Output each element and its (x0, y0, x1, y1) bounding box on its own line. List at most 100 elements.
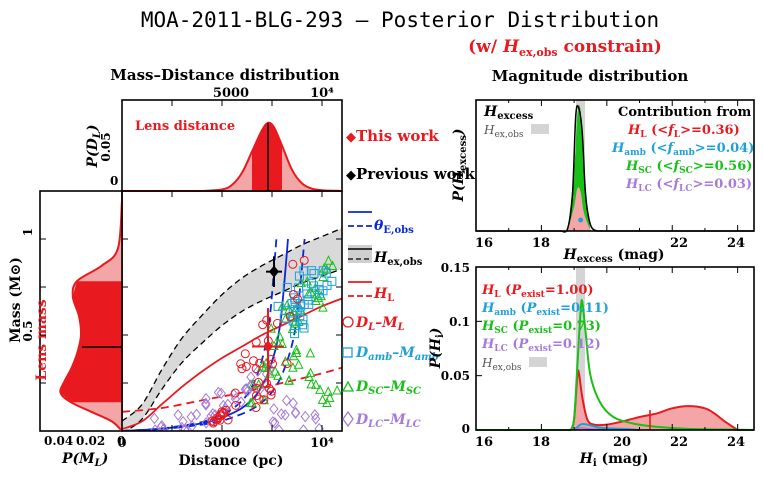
hex-obs-swatch (531, 124, 549, 134)
d-lc-m-lc-point (201, 399, 211, 411)
dl-ml-point (251, 364, 261, 374)
hi-x-tick-20: 20 (613, 435, 631, 450)
top-axis-tick-1e4: 10⁴ (310, 86, 334, 101)
dl-ml-point (230, 388, 240, 398)
hex-xlabel: Hexcess (mag) (562, 247, 664, 265)
d-sc-m-sc-point (270, 366, 281, 376)
x-tick-0: 0 (117, 436, 126, 451)
legend-sc-marker (341, 380, 355, 392)
d-sc-m-sc-point (323, 255, 334, 265)
hex-legend-amb: Hamb (<famb>=0.04) (611, 141, 754, 158)
hi-x-tick-22: 22 (670, 435, 688, 450)
pm-tick-004: 0.04 (44, 434, 73, 448)
d-amb-m-amb-point (314, 285, 324, 295)
d-sc-m-sc-point (296, 277, 306, 288)
md-panel: 0 5000 10⁴ Distance (pc) (117, 190, 343, 469)
d-sc-m-sc-point (327, 260, 338, 271)
x-tick-1e4: 10⁴ (310, 436, 334, 451)
pd-panel: 5000 10⁴ 0 0.05 P(DL) Lens distance (85, 86, 343, 192)
hi-x-tick-24: 24 (727, 435, 745, 450)
d-lc-m-lc-point (298, 424, 309, 431)
d-lc-m-lc-point (206, 410, 216, 422)
hi-xlabel: Hi (mag) (579, 451, 649, 469)
d-sc-m-sc-point (266, 322, 276, 333)
dl-ml-point (221, 405, 231, 415)
d-sc-m-sc-point (291, 347, 302, 358)
d-lc-m-lc-point (201, 397, 211, 410)
d-amb-m-amb-point (298, 314, 308, 324)
dl-ml-point (259, 395, 269, 405)
hex-label-obs: Hex,obs (483, 123, 524, 140)
d-amb-m-amb-point (282, 282, 292, 292)
d-sc-m-sc-point (305, 367, 316, 378)
legend-dl-ml-marker (342, 316, 354, 328)
d-sc-m-sc-point (293, 359, 304, 369)
legend-lc-marker (342, 410, 354, 428)
pm-tick-0: 0 (117, 434, 125, 448)
hex-obs-lower (124, 268, 342, 431)
d-sc-m-sc-point (291, 344, 302, 355)
hex-obs-band (122, 228, 342, 431)
d-sc-m-sc-point (274, 330, 285, 341)
hi-legend-obs: Hex,obs (481, 356, 522, 373)
figure-subtitle: (w/ Hex,obs constrain) (468, 37, 662, 59)
top-axis-tick-5000: 5000 (213, 86, 249, 101)
hex-label-excess: Hexcess (483, 104, 534, 122)
dl-ml-point (258, 320, 268, 330)
hi-ylabel: P(Hi) (428, 328, 446, 370)
pm-xlabel: P(ML) (61, 451, 108, 469)
x-tick-5000: 5000 (204, 436, 240, 451)
hi-frame (475, 266, 755, 431)
dl-ml-point (217, 407, 227, 417)
d-lc-m-lc-point (177, 421, 187, 431)
d-sc-m-sc-point (288, 350, 299, 361)
dl-ml-point (266, 386, 276, 396)
hex-obs-upper (122, 227, 342, 422)
dl-ml-point (251, 403, 261, 413)
hi-y-tick-005: 0.05 (441, 369, 470, 383)
dl-ml-point (251, 337, 261, 347)
pm-panel: 0.04 0.02 0 P(ML) Lens mass Mass (M⊙) 1 … (8, 190, 125, 469)
previous-work-marker: ◆ (346, 168, 356, 183)
hx-l-fill (567, 187, 591, 231)
d-amb-m-amb-point (309, 269, 319, 279)
d-amb-m-amb-point (290, 320, 300, 330)
legend-lc-label: DLC–MLC (355, 412, 421, 430)
dl-ml-point (299, 255, 309, 265)
legend-hl-label: HL (373, 286, 394, 304)
d-amb-m-amb-point (279, 313, 289, 323)
this-work-marker: ◆ (346, 130, 356, 145)
hx-total-curve (476, 104, 754, 233)
dl-ml-point (237, 364, 247, 374)
hex-x-tick-18: 18 (532, 236, 550, 251)
hi-panel: HL (Pexist=1.00) Hamb (Pexist=0.11) HSC … (428, 261, 755, 469)
dl-ml-point (272, 318, 282, 328)
dl-ml-point (282, 359, 292, 369)
d-lc-m-lc-point (213, 386, 224, 399)
d-lc-m-lc-point (268, 416, 278, 428)
legend-dl-ml-label: DL–ML (355, 315, 405, 333)
hex-legend-hl: HL (<fL>=0.36) (627, 123, 740, 140)
d-amb-m-amb-point (294, 283, 304, 293)
d-sc-m-sc-point (306, 378, 317, 389)
dl-ml-point (231, 400, 241, 410)
hex-legend-sc: HSC (<fSC>=0.56) (625, 159, 752, 176)
d-lc-m-lc-point (290, 407, 301, 419)
dl-ml-point (262, 379, 272, 389)
hex-legend-title: Contribution from (618, 105, 752, 120)
dl-ml-point (293, 294, 303, 304)
d-amb-m-amb-point (306, 278, 316, 288)
pd-tick-0: 0 (110, 174, 118, 188)
d-lc-m-lc-point (178, 415, 188, 428)
dl-ml-point (241, 362, 251, 372)
hi-l-fill-light (570, 370, 738, 430)
legend-amb-marker (342, 347, 353, 358)
d-amb-m-amb-point (321, 268, 331, 278)
previous-work-point-marker (269, 265, 279, 278)
hi-legend-sc: HSC (Pexist=0.73) (481, 319, 601, 336)
legend-hex-label: Hex,obs (373, 250, 423, 268)
d-lc-m-lc-point (243, 385, 253, 397)
d-lc-m-lc-point (180, 423, 190, 431)
md-markers (252, 256, 284, 385)
